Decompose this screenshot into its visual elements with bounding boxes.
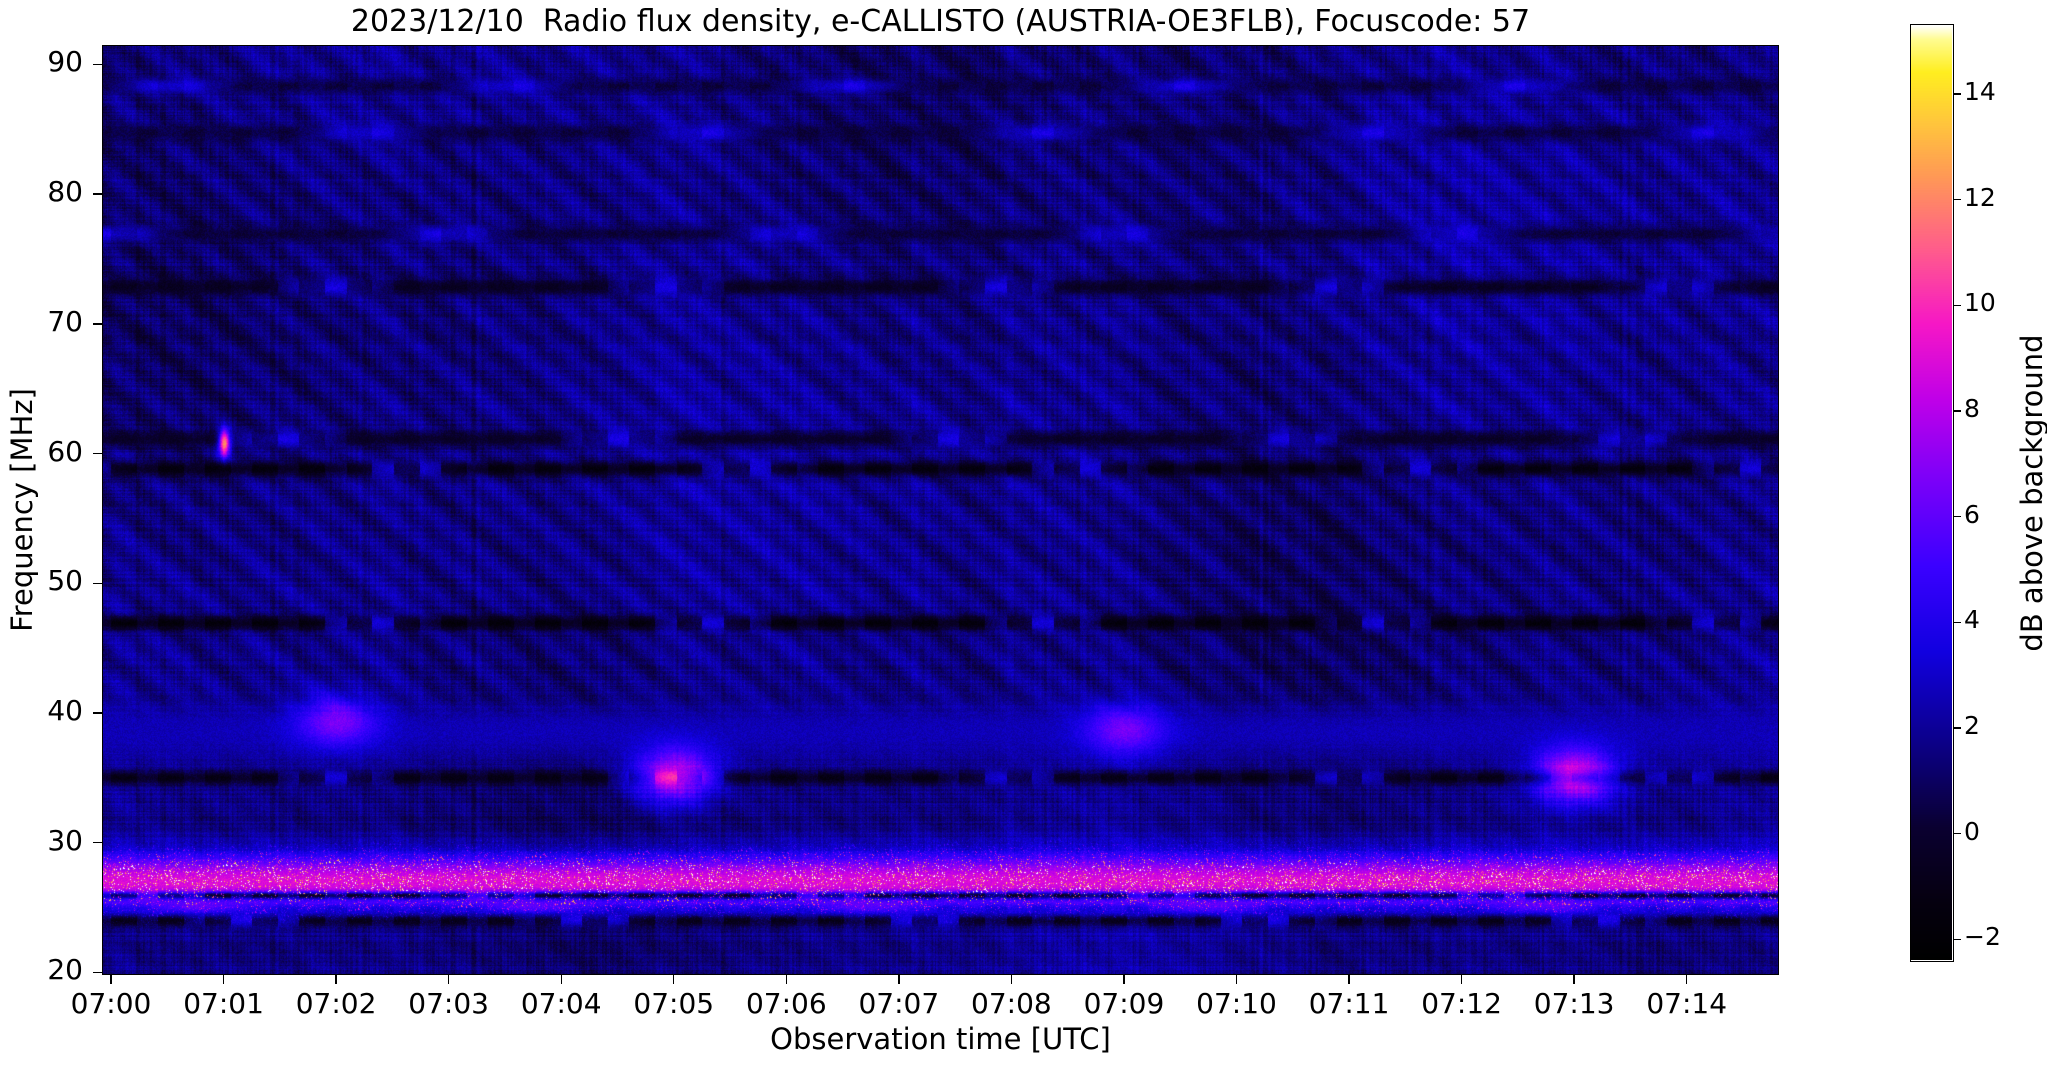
colorbar-tick-mark: [1952, 516, 1961, 518]
y-tick-mark: [93, 193, 102, 195]
x-tick-mark: [1686, 975, 1688, 984]
x-tick-mark: [1460, 975, 1463, 984]
x-tick-label: 07:06: [745, 987, 827, 1020]
y-tick-label: 80: [47, 175, 83, 209]
colorbar-tick-mark: [1952, 199, 1961, 201]
colorbar-tick-label: 4: [1964, 605, 1980, 635]
x-tick-label: 07:05: [633, 987, 715, 1020]
spectrogram-heatmap[interactable]: [103, 46, 1778, 974]
colorbar-tick-label: 14: [1964, 77, 1996, 107]
y-tick-mark: [93, 841, 102, 844]
x-tick-mark: [1123, 975, 1125, 984]
x-tick-label: 07:13: [1533, 987, 1615, 1020]
x-tick-mark: [110, 975, 112, 984]
colorbar-tick-label: 8: [1964, 394, 1980, 424]
x-tick-mark: [1010, 975, 1013, 984]
y-tick-label: 50: [47, 564, 83, 598]
x-tick-label: 07:09: [1083, 987, 1165, 1020]
x-tick-mark: [898, 975, 900, 984]
x-tick-mark: [560, 975, 562, 984]
colorbar-tick-label: 0: [1964, 816, 1980, 846]
x-tick-mark: [447, 975, 450, 984]
x-tick-mark: [335, 975, 337, 984]
spectrogram-plot-area[interactable]: [102, 45, 1779, 975]
y-tick-mark: [93, 971, 102, 974]
y-tick-mark: [93, 323, 102, 325]
colorbar-tick-label: −2: [1964, 922, 2001, 952]
x-axis-label: Observation time [UTC]: [770, 1022, 1111, 1056]
x-tick-label: 07:14: [1646, 987, 1728, 1020]
colorbar-tick-mark: [1952, 833, 1961, 835]
x-tick-label: 07:02: [295, 987, 377, 1020]
colorbar-tick-label: 2: [1964, 711, 1980, 741]
y-tick-mark: [93, 452, 102, 455]
page-title: 2023/12/10 Radio flux density, e-CALLIST…: [350, 4, 1531, 39]
x-tick-mark: [1235, 975, 1238, 984]
x-tick-mark: [1573, 975, 1575, 984]
x-tick-mark: [222, 975, 225, 984]
x-tick-mark: [785, 975, 787, 984]
colorbar-tick-label: 10: [1964, 288, 1996, 318]
colorbar-tick-label: 12: [1964, 182, 1996, 212]
colorbar-tick-label: 6: [1964, 499, 1980, 529]
colorbar-label: dB above background: [2015, 334, 2047, 652]
x-tick-label: 07:01: [183, 987, 264, 1020]
colorbar-tick-mark: [1952, 304, 1961, 307]
x-tick-label: 07:03: [408, 987, 489, 1020]
colorbar-tick-mark: [1952, 938, 1961, 941]
y-tick-label: 60: [47, 434, 83, 468]
x-tick-mark: [1348, 975, 1350, 984]
y-tick-label: 20: [47, 953, 83, 987]
x-tick-label: 07:00: [70, 987, 152, 1020]
x-tick-label: 07:10: [1196, 987, 1277, 1020]
colorbar-tick-mark: [1952, 727, 1961, 729]
x-tick-label: 07:04: [520, 987, 602, 1020]
y-tick-label: 30: [47, 823, 83, 857]
x-tick-label: 07:12: [1421, 987, 1502, 1020]
colorbar-gradient: [1911, 25, 1953, 961]
colorbar-tick-mark: [1952, 93, 1961, 95]
x-tick-mark: [673, 975, 675, 984]
x-tick-label: 07:07: [858, 987, 940, 1020]
x-tick-label: 07:11: [1308, 987, 1390, 1020]
y-tick-label: 90: [47, 45, 83, 79]
colorbar-tick-mark: [1952, 621, 1961, 624]
y-tick-label: 70: [47, 304, 83, 338]
y-tick-mark: [93, 63, 102, 66]
y-tick-mark: [93, 582, 102, 584]
y-tick-mark: [93, 712, 102, 714]
x-tick-label: 07:08: [971, 987, 1052, 1020]
y-tick-label: 40: [47, 693, 83, 727]
colorbar-tick-mark: [1952, 410, 1961, 412]
colorbar[interactable]: [1910, 24, 1954, 962]
